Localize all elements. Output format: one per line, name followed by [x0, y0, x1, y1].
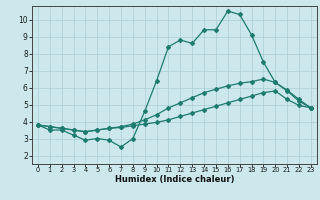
X-axis label: Humidex (Indice chaleur): Humidex (Indice chaleur): [115, 175, 234, 184]
